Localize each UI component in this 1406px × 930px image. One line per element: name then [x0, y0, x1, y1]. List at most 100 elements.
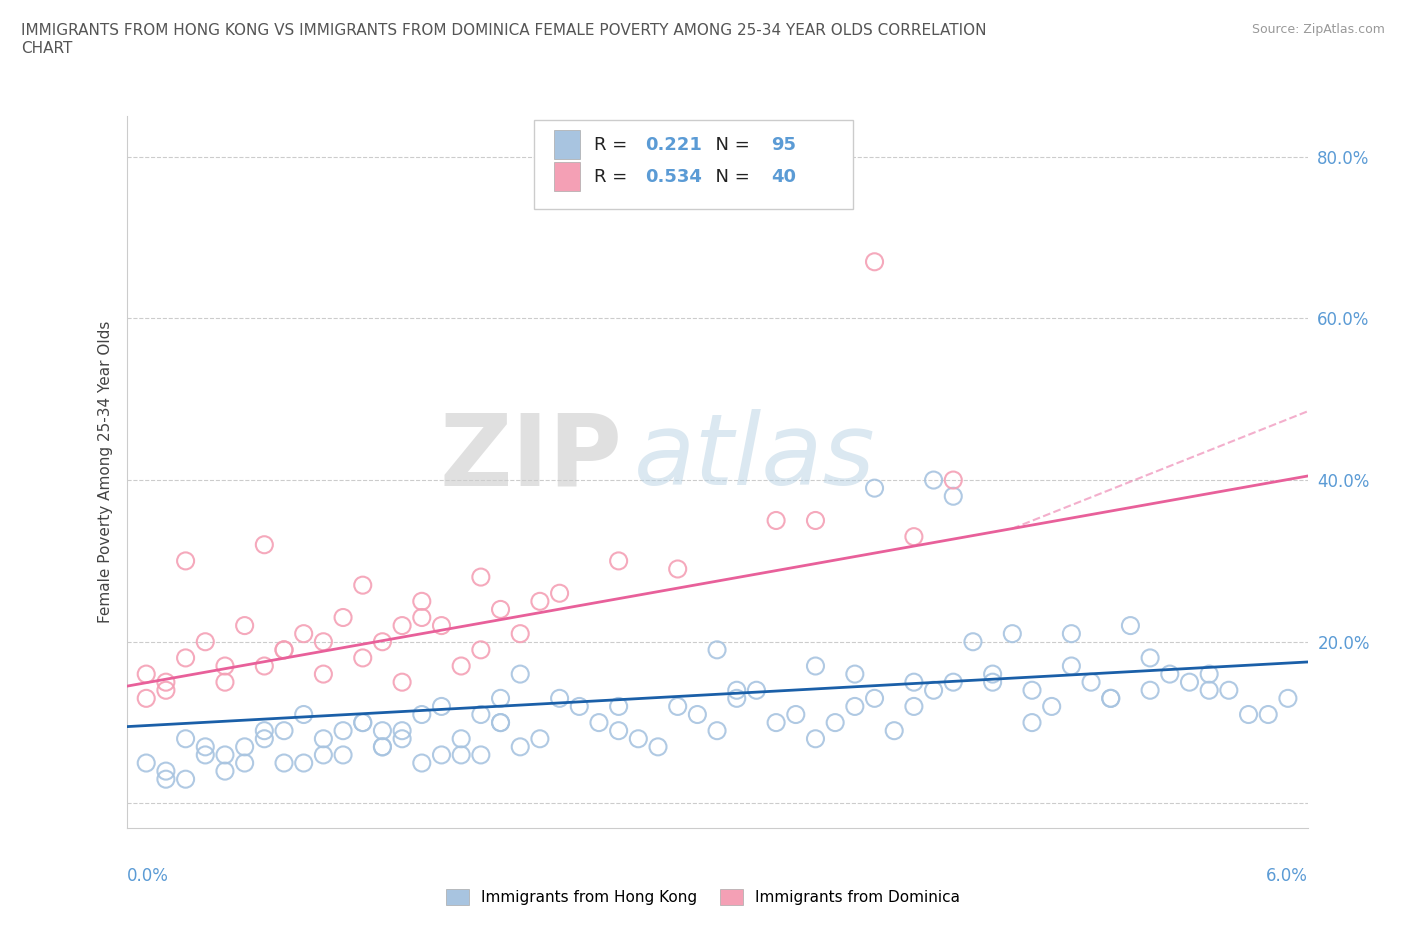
Point	[1257, 707, 1279, 722]
Point	[332, 748, 354, 763]
Point	[470, 643, 492, 658]
Point	[1198, 683, 1220, 698]
Point	[273, 724, 295, 738]
Point	[588, 715, 610, 730]
Point	[785, 707, 807, 722]
Point	[903, 699, 925, 714]
Point	[194, 634, 217, 649]
Text: 0.0%: 0.0%	[127, 867, 169, 884]
Point	[745, 683, 768, 698]
Point	[903, 529, 925, 544]
Point	[273, 643, 295, 658]
Text: R =: R =	[595, 167, 633, 186]
Point	[607, 699, 630, 714]
Point	[529, 731, 551, 746]
Point	[666, 699, 689, 714]
Point	[391, 724, 413, 738]
Point	[863, 254, 886, 269]
Point	[194, 739, 217, 754]
Point	[332, 724, 354, 738]
Point	[568, 699, 591, 714]
Point	[489, 715, 512, 730]
Point	[352, 650, 374, 665]
Text: N =: N =	[704, 136, 755, 153]
Text: Source: ZipAtlas.com: Source: ZipAtlas.com	[1251, 23, 1385, 36]
Point	[470, 570, 492, 585]
Point	[489, 602, 512, 617]
Point	[214, 764, 236, 778]
Point	[214, 658, 236, 673]
Point	[765, 715, 787, 730]
Point	[430, 748, 453, 763]
Point	[883, 724, 905, 738]
Point	[981, 675, 1004, 690]
Point	[1218, 683, 1240, 698]
Point	[411, 707, 433, 722]
Point	[725, 683, 748, 698]
Point	[1021, 715, 1043, 730]
Point	[174, 731, 197, 746]
Point	[470, 748, 492, 763]
Point	[548, 586, 571, 601]
Point	[450, 748, 472, 763]
Point	[942, 489, 965, 504]
Point	[509, 739, 531, 754]
Point	[155, 683, 177, 698]
Point	[411, 610, 433, 625]
Point	[509, 626, 531, 641]
Point	[666, 562, 689, 577]
Point	[352, 715, 374, 730]
Point	[1139, 650, 1161, 665]
Point	[1139, 683, 1161, 698]
Point	[155, 675, 177, 690]
Point	[135, 667, 157, 682]
Point	[1198, 667, 1220, 682]
Point	[430, 699, 453, 714]
Point	[470, 707, 492, 722]
Point	[391, 731, 413, 746]
Text: 6.0%: 6.0%	[1265, 867, 1308, 884]
Point	[529, 594, 551, 609]
Point	[312, 634, 335, 649]
Point	[804, 513, 827, 528]
Point	[312, 667, 335, 682]
Point	[253, 658, 276, 673]
Point	[804, 658, 827, 673]
Point	[647, 739, 669, 754]
Point	[135, 755, 157, 770]
Point	[332, 610, 354, 625]
Point	[863, 691, 886, 706]
Point	[922, 683, 945, 698]
Point	[1277, 691, 1299, 706]
Point	[844, 667, 866, 682]
Point	[1021, 683, 1043, 698]
Point	[371, 739, 394, 754]
Point	[450, 731, 472, 746]
Point	[253, 724, 276, 738]
Point	[627, 731, 650, 746]
Point	[962, 634, 984, 649]
Point	[371, 739, 394, 754]
Point	[155, 764, 177, 778]
Point	[706, 724, 728, 738]
Point	[607, 724, 630, 738]
Text: ZIP: ZIP	[440, 409, 623, 506]
Point	[686, 707, 709, 722]
Text: IMMIGRANTS FROM HONG KONG VS IMMIGRANTS FROM DOMINICA FEMALE POVERTY AMONG 25-34: IMMIGRANTS FROM HONG KONG VS IMMIGRANTS …	[21, 23, 987, 56]
Y-axis label: Female Poverty Among 25-34 Year Olds: Female Poverty Among 25-34 Year Olds	[97, 321, 112, 623]
Point	[174, 650, 197, 665]
Text: atlas: atlas	[634, 409, 876, 506]
Point	[548, 691, 571, 706]
Point	[273, 643, 295, 658]
Point	[903, 675, 925, 690]
Point	[214, 748, 236, 763]
Point	[135, 691, 157, 706]
Point	[292, 755, 315, 770]
Point	[804, 731, 827, 746]
Point	[725, 691, 748, 706]
Point	[312, 731, 335, 746]
Point	[430, 618, 453, 633]
Point	[1159, 667, 1181, 682]
Point	[942, 675, 965, 690]
Point	[411, 755, 433, 770]
